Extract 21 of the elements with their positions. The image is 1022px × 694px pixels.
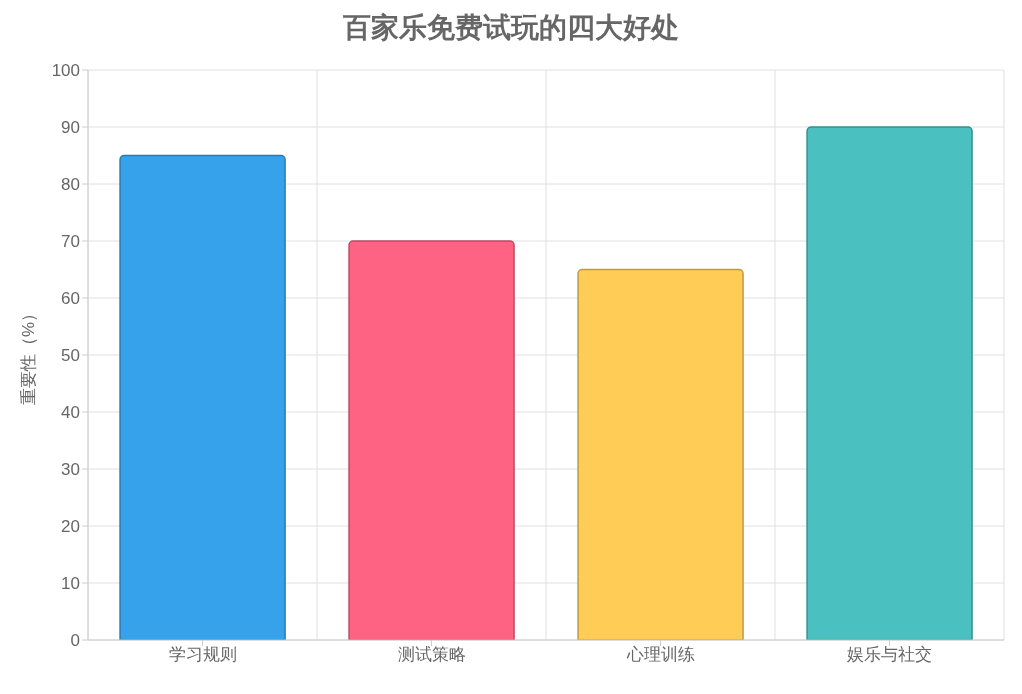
y-tick-label: 20 (61, 517, 80, 537)
y-axis-title: 重要性（%） (19, 304, 39, 406)
y-tick-label: 100 (51, 61, 80, 81)
bar (348, 240, 515, 640)
x-tick-label: 娱乐与社交 (847, 645, 932, 665)
y-tick-label: 10 (61, 574, 80, 594)
x-tick-label: 学习规则 (168, 645, 237, 665)
x-tick-label: 测试策略 (397, 645, 466, 665)
y-tick-label: 0 (70, 631, 80, 651)
y-tick-label: 70 (61, 232, 80, 252)
y-tick-label: 60 (61, 289, 80, 309)
y-tick-label: 50 (61, 346, 80, 366)
y-tick-label: 30 (61, 460, 80, 480)
y-tick-label: 40 (61, 403, 80, 423)
bar (577, 268, 744, 640)
bar (806, 126, 973, 640)
x-tick-label: 心理训练 (625, 645, 695, 665)
chart-title: 百家乐免费试玩的四大好处 (342, 11, 680, 45)
bar (119, 154, 286, 640)
y-tick-label: 90 (61, 118, 80, 138)
y-tick-label: 80 (61, 175, 80, 195)
